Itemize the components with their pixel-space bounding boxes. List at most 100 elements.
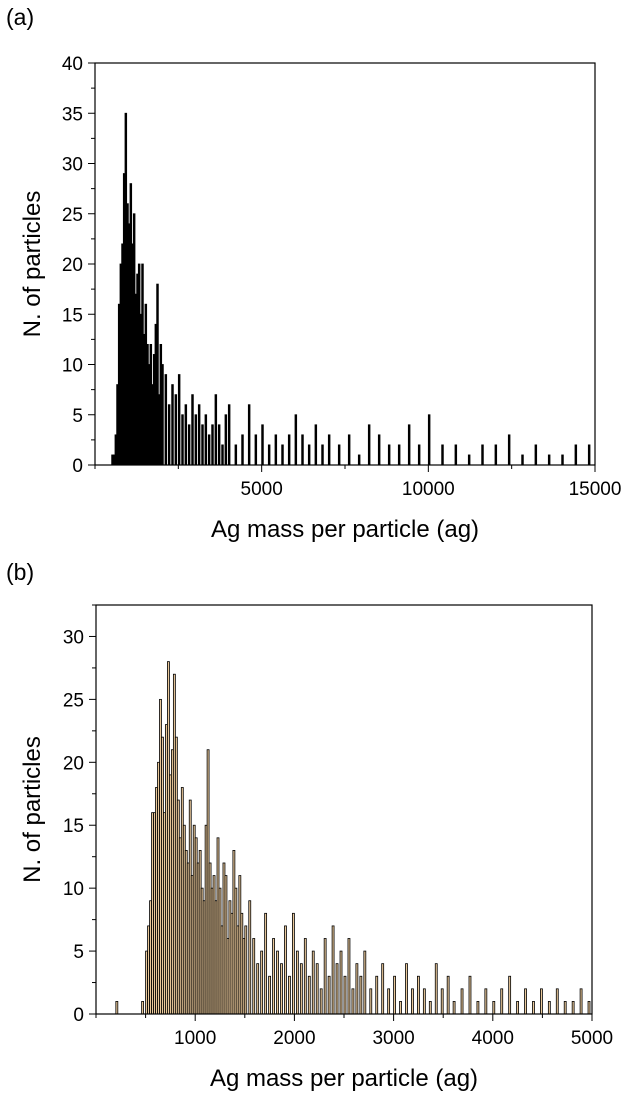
histogram-bar xyxy=(227,404,231,466)
chart-panel-b: (b) 0 5 10 15 20 25 30 1000 2000 3000 4000 5000 Ag m… xyxy=(0,555,632,1098)
histogram-bar xyxy=(307,975,311,1015)
y-axis-label: N. of particles xyxy=(19,736,46,883)
histogram-bar xyxy=(323,938,327,1015)
histogram-bar xyxy=(256,963,260,1015)
y-tick-label: 30 xyxy=(62,155,83,176)
histogram-bar xyxy=(191,394,194,466)
histogram-bar xyxy=(167,404,171,466)
histogram-bar xyxy=(337,444,341,466)
histogram-bar xyxy=(161,364,164,466)
y-tick-label: 30 xyxy=(63,627,84,648)
y-tick-label: 15 xyxy=(62,305,83,326)
histogram-bar xyxy=(524,988,527,1015)
x-tick-label: 3000 xyxy=(372,1028,414,1049)
histogram-bar xyxy=(164,374,168,466)
histogram-bar xyxy=(563,1001,567,1015)
histogram-a: 0 5 10 15 20 25 30 35 40 5000 10000 15000 Ag mass pe… xyxy=(19,54,621,543)
histogram-bar xyxy=(248,900,252,1015)
histogram-bar xyxy=(547,454,551,466)
histogram-bar xyxy=(311,950,315,1015)
histogram-bar xyxy=(417,975,420,1015)
histogram-bar xyxy=(355,963,359,1015)
histogram-bar xyxy=(247,404,251,466)
y-tick-label: 5 xyxy=(73,942,84,963)
histogram-bar xyxy=(446,975,450,1015)
histogram-bar xyxy=(272,938,275,1015)
histogram-bar xyxy=(411,988,414,1015)
histogram-bar xyxy=(359,975,363,1015)
histogram-bar xyxy=(207,434,211,466)
histogram-bar xyxy=(171,384,174,466)
histogram-bar xyxy=(295,950,299,1015)
histogram-bar xyxy=(288,975,291,1015)
histogram-bar xyxy=(579,988,583,1015)
histogram-bar xyxy=(315,963,319,1015)
histogram-bar xyxy=(335,963,339,1015)
histogram-bar xyxy=(521,454,524,466)
histogram-bar xyxy=(307,444,311,466)
chart-panel-a: (a) 0 5 10 15 20 25 30 35 40 5000 10000 15000 Ag mas… xyxy=(6,4,621,543)
histogram-bar xyxy=(261,424,264,466)
histogram-bar xyxy=(534,444,538,466)
histogram-bar xyxy=(500,988,504,1015)
histogram-bar xyxy=(351,988,355,1015)
histogram-bar xyxy=(280,963,283,1015)
histogram-bar xyxy=(369,988,373,1015)
histogram-bar xyxy=(331,925,335,1015)
histogram-bar xyxy=(427,414,431,466)
histogram-bar xyxy=(381,963,385,1015)
histogram-bar xyxy=(393,975,396,1015)
y-tick-label: 0 xyxy=(73,1005,84,1026)
histogram-bar xyxy=(184,404,188,466)
y-tick-label: 15 xyxy=(63,816,84,837)
histogram-bar xyxy=(492,1001,496,1015)
histogram-bar xyxy=(301,434,304,466)
histogram-bar xyxy=(428,1001,432,1015)
histogram-bar xyxy=(494,444,498,466)
histogram-bar xyxy=(197,404,201,466)
histogram-bar xyxy=(555,988,559,1015)
histogram-bar xyxy=(367,424,371,466)
histogram-bar xyxy=(141,1001,145,1015)
histogram-bar xyxy=(476,1001,480,1015)
histogram-bar xyxy=(339,950,343,1015)
panel-label-a: (a) xyxy=(6,4,35,30)
y-tick-label: 5 xyxy=(72,406,83,427)
histogram-bar xyxy=(532,1001,535,1015)
histogram-bar xyxy=(407,424,411,466)
histogram-bar xyxy=(507,434,511,466)
histogram-bar xyxy=(187,424,191,466)
x-tick-label: 4000 xyxy=(472,1028,514,1049)
histogram-bar xyxy=(363,950,367,1015)
histogram-bar xyxy=(387,444,391,466)
histogram-bar xyxy=(241,434,244,466)
y-tick-label: 25 xyxy=(63,690,84,711)
y-tick-label: 35 xyxy=(62,104,83,125)
histogram-bar xyxy=(303,938,307,1015)
histogram-bar xyxy=(454,444,458,466)
histogram-bar xyxy=(314,424,318,466)
bars-group xyxy=(115,661,591,1015)
histogram-bar xyxy=(561,454,564,466)
histogram-bar xyxy=(224,414,228,466)
histogram-bar xyxy=(508,975,512,1015)
histogram-bar xyxy=(194,414,198,466)
y-tick-label: 40 xyxy=(62,54,83,75)
histogram-bar xyxy=(468,975,472,1015)
x-axis-label: Ag mass per particle (ag) xyxy=(211,516,479,543)
x-tick-label: 5000 xyxy=(571,1028,613,1049)
histogram-bar xyxy=(440,988,444,1015)
histogram-bar xyxy=(294,414,298,466)
histogram-bar xyxy=(441,444,444,466)
y-tick-label: 20 xyxy=(63,753,84,774)
y-tick-label: 10 xyxy=(62,356,83,377)
histogram-bar xyxy=(417,444,421,466)
histogram-bar xyxy=(177,374,181,466)
histogram-bar xyxy=(292,912,295,1015)
histogram-bar xyxy=(422,988,426,1015)
histogram-bar xyxy=(221,444,224,466)
histogram-bar xyxy=(267,444,271,466)
histogram-bar xyxy=(276,950,279,1015)
histogram-bar xyxy=(327,975,331,1015)
histogram-bar xyxy=(405,963,408,1015)
